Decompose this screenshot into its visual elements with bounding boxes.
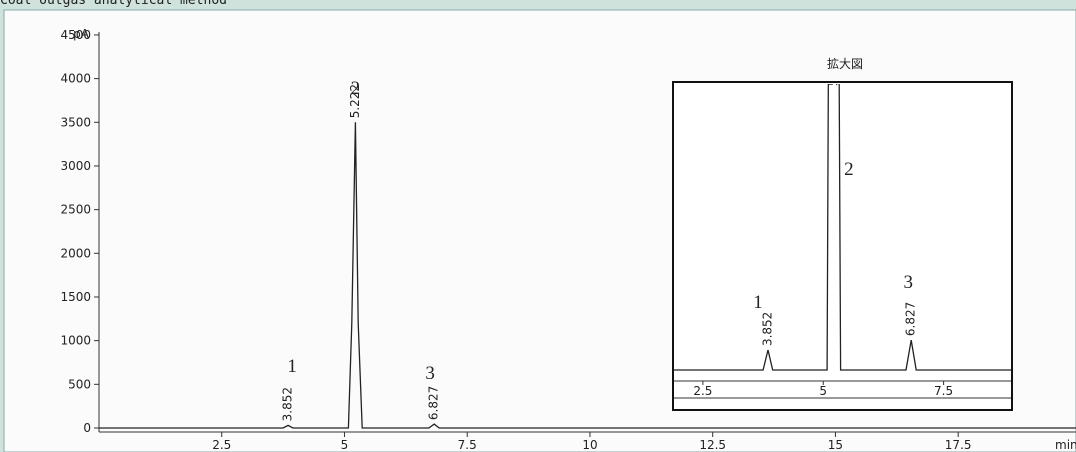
y-tick-label: 500	[68, 377, 91, 391]
y-tick-label: 3500	[60, 115, 91, 129]
y-tick-label: 4500	[60, 28, 91, 42]
x-tick-label: 2.5	[212, 438, 231, 452]
y-tick-label: 1000	[60, 334, 91, 348]
y-unit: pA	[73, 27, 90, 41]
retention-time: 3.852	[760, 312, 774, 346]
peak-number: 3	[425, 363, 435, 384]
header: Coal outgas analytical method	[0, 0, 227, 8]
peak-number: 1	[753, 292, 763, 313]
x-unit: min	[1055, 438, 1076, 452]
inset-x-tick-label: 7.5	[934, 384, 953, 398]
x-tick-label: 17.5	[945, 438, 972, 452]
peak-number: 2	[351, 78, 361, 99]
x-tick-label: 12.5	[699, 438, 726, 452]
y-tick-label: 2000	[60, 246, 91, 260]
inset-title: 拡大図	[827, 57, 863, 71]
y-tick-label: 4000	[60, 72, 91, 86]
y-tick-label: 0	[83, 421, 91, 435]
y-tick-label: 2500	[60, 203, 91, 217]
y-tick-label: 1500	[60, 290, 91, 304]
x-tick-label: 5	[341, 438, 349, 452]
x-tick-label: 15	[828, 438, 843, 452]
retention-time: 5.222	[348, 84, 362, 118]
y-tick-label: 3000	[60, 159, 91, 173]
inset-frame	[672, 81, 1013, 411]
retention-time: 5.22	[826, 59, 840, 86]
inset-x-tick-label: 2.5	[693, 384, 712, 398]
retention-time: 3.852	[281, 387, 295, 421]
peak-number: 2	[844, 159, 854, 180]
x-tick-label: 10	[582, 438, 597, 452]
trace	[99, 122, 1076, 429]
peak-number: 1	[287, 356, 297, 377]
retention-time: 6.827	[904, 302, 918, 336]
peak-number: 3	[903, 272, 913, 293]
inset-x-tick-label: 5	[819, 384, 827, 398]
retention-time: 6.827	[427, 386, 441, 420]
trace	[674, 84, 1011, 371]
x-tick-label: 7.5	[458, 438, 477, 452]
